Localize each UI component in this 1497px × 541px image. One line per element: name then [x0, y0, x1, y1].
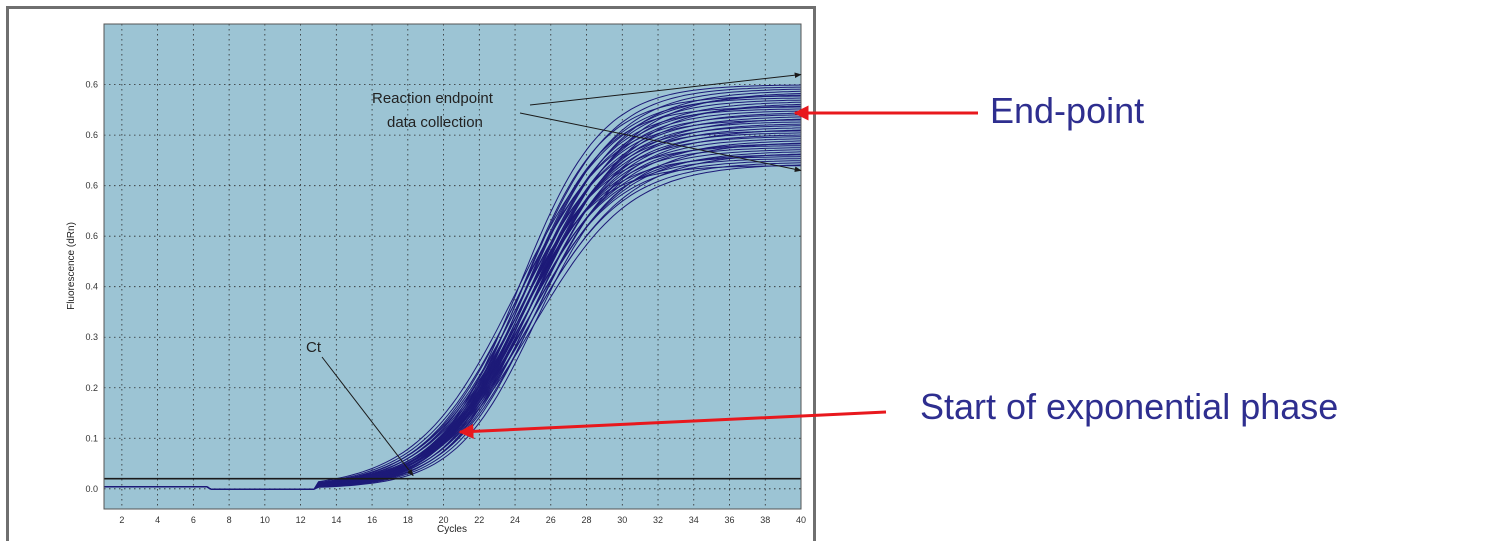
- y-axis-title: Fluorescence (dRn): [66, 222, 77, 310]
- exponential-phase-callout-label: Start of exponential phase: [920, 386, 1339, 427]
- x-tick-label: 16: [367, 515, 377, 525]
- x-tick-label: 10: [260, 515, 270, 525]
- exponential-callout-arrow: [458, 410, 887, 439]
- y-tick-label: 0.6: [85, 80, 98, 90]
- y-tick-labels: 0.0 0.1 0.2 0.3 0.4 0.6 0.6 0.6 0.6: [85, 80, 98, 494]
- x-tick-label: 36: [725, 515, 735, 525]
- ct-arrow: [321, 356, 414, 477]
- x-tick-labels: 2 4 6 8 10 12 14 16 18 20 22 24 26 28 30 32 34 36 38 40: [119, 515, 806, 525]
- y-tick-label: 0.6: [85, 231, 98, 241]
- x-tick-label: 28: [582, 515, 592, 525]
- y-tick-label: 0.1: [85, 433, 98, 443]
- x-tick-label: 2: [119, 515, 124, 525]
- x-axis-title: Cycles: [437, 524, 467, 535]
- y-tick-label: 0.6: [85, 130, 98, 140]
- amplification-curve: [104, 151, 801, 490]
- x-tick-label: 30: [617, 515, 627, 525]
- y-tick-label: 0.4: [85, 282, 98, 292]
- y-tick-label: 0.0: [85, 484, 98, 494]
- x-tick-label: 24: [510, 515, 520, 525]
- x-tick-label: 32: [653, 515, 663, 525]
- x-tick-label: 12: [296, 515, 306, 525]
- x-tick-label: 22: [474, 515, 484, 525]
- y-tick-label: 0.3: [85, 332, 98, 342]
- ct-label: Ct: [306, 339, 322, 356]
- x-tick-label: 34: [689, 515, 699, 525]
- x-tick-label: 18: [403, 515, 413, 525]
- endpoint-annotation-line2: data collection: [387, 114, 483, 131]
- x-tick-label: 6: [191, 515, 196, 525]
- y-tick-label: 0.2: [85, 383, 98, 393]
- x-tick-label: 38: [760, 515, 770, 525]
- x-tick-label: 4: [155, 515, 160, 525]
- endpoint-arrow-lower: [519, 112, 802, 172]
- x-tick-label: 8: [227, 515, 232, 525]
- x-tick-label: 40: [796, 515, 806, 525]
- plot-border: [103, 23, 802, 510]
- endpoint-callout-label: End-point: [990, 90, 1145, 131]
- endpoint-annotation-line1: Reaction endpoint: [372, 90, 494, 107]
- x-tick-label: 20: [439, 515, 449, 525]
- x-tick-label: 14: [331, 515, 341, 525]
- amplification-curves: [104, 84, 801, 490]
- x-tick-label: 26: [546, 515, 556, 525]
- endpoint-arrow-upper: [529, 72, 802, 106]
- y-tick-label: 0.6: [85, 181, 98, 191]
